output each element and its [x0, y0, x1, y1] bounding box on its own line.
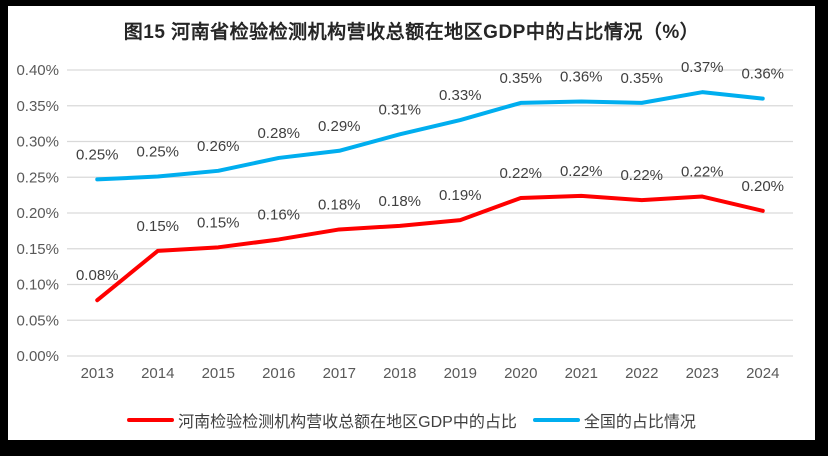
x-axis-label: 2016	[262, 365, 295, 382]
data-label-henan: 0.18%	[378, 193, 421, 210]
y-axis-tick-label: 0.30%	[16, 134, 59, 151]
x-axis-label: 2024	[746, 365, 779, 382]
y-axis-tick-label: 0.00%	[16, 348, 59, 365]
y-axis-tick-label: 0.10%	[16, 277, 59, 294]
x-axis-label: 2022	[625, 365, 658, 382]
data-label-national: 0.31%	[378, 101, 421, 118]
y-axis-tick-label: 0.20%	[16, 205, 59, 222]
data-label-henan: 0.16%	[257, 206, 300, 223]
data-label-henan: 0.08%	[76, 267, 119, 284]
line-chart-plot: 0.40% 0.35% 0.30% 0.25% 0.20% 0.15% 0.10% 0.05%…	[16, 59, 793, 382]
data-label-henan: 0.15%	[197, 214, 240, 231]
x-axis-label: 2019	[444, 365, 477, 382]
data-label-national: 0.37%	[681, 59, 724, 76]
series-line-henan	[95, 193, 765, 303]
legend-item-henan: 河南检验检测机构营收总额在地区GDP中的占比	[127, 408, 517, 432]
legend-label-national: 全国的占比情况	[583, 414, 696, 431]
x-axis-label: 2013	[81, 365, 114, 382]
data-label-henan: 0.20%	[741, 178, 784, 195]
data-label-henan: 0.22%	[620, 167, 663, 184]
data-label-national: 0.36%	[560, 68, 603, 85]
legend-item-national: 全国的占比情况	[532, 408, 696, 432]
chart-card: 图15 河南省检验检测机构营收总额在地区GDP中的占比情况（%） 0.40% 0.…	[8, 6, 815, 440]
data-label-national: 0.25%	[76, 146, 119, 163]
y-axis-tick-label: 0.05%	[16, 312, 59, 329]
chart-title: 图15 河南省检验检测机构营收总额在地区GDP中的占比情况（%）	[123, 22, 700, 43]
y-axis-tick-label: 0.40%	[16, 62, 59, 79]
y-axis-tick-label: 0.25%	[16, 169, 59, 186]
data-label-national: 0.33%	[439, 87, 482, 104]
legend-line-sample-henan	[127, 417, 175, 423]
data-label-henan: 0.22%	[681, 164, 724, 181]
chart-legend: 河南检验检测机构营收总额在地区GDP中的占比 全国的占比情况	[8, 408, 815, 432]
data-label-national: 0.25%	[136, 144, 179, 161]
data-label-national: 0.28%	[257, 125, 300, 142]
x-axis-label: 2017	[323, 365, 356, 382]
x-axis-label: 2018	[383, 365, 416, 382]
data-label-henan: 0.19%	[439, 187, 482, 204]
data-label-national: 0.26%	[197, 138, 240, 155]
x-axis-label: 2014	[141, 365, 174, 382]
y-axis-tick-label: 0.35%	[16, 98, 59, 115]
x-axis-label: 2021	[565, 365, 598, 382]
data-label-national: 0.36%	[741, 66, 784, 83]
data-label-henan: 0.18%	[318, 196, 361, 213]
series-line-national	[95, 90, 765, 182]
data-label-henan: 0.15%	[136, 218, 179, 235]
y-axis-tick-label: 0.15%	[16, 241, 59, 258]
legend-label-henan: 河南检验检测机构营收总额在地区GDP中的占比	[178, 414, 517, 431]
legend-line-sample-national	[532, 417, 580, 423]
data-label-henan: 0.22%	[499, 165, 542, 182]
x-axis-label: 2020	[504, 365, 537, 382]
x-axis-label: 2015	[202, 365, 235, 382]
data-label-henan: 0.22%	[560, 163, 603, 180]
data-label-national: 0.35%	[499, 70, 542, 87]
data-label-national: 0.35%	[620, 70, 663, 87]
data-label-national: 0.29%	[318, 118, 361, 135]
x-axis-label: 2023	[686, 365, 719, 382]
